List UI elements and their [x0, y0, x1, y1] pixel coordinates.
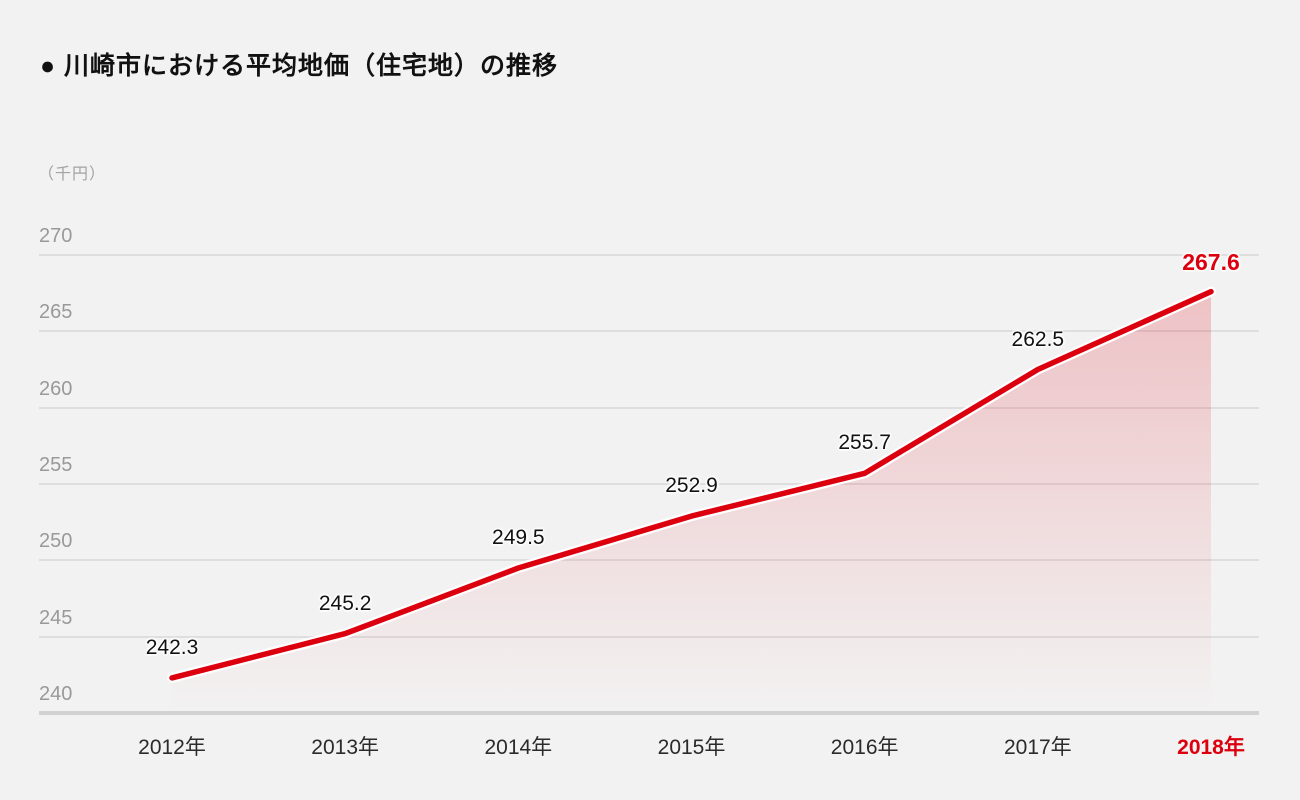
y-tick-label: 255: [39, 454, 73, 476]
chart-title: ● 川崎市における平均地価（住宅地）の推移: [40, 52, 559, 80]
x-tick-label: 2014年: [484, 736, 553, 759]
gridline: [39, 254, 1259, 256]
x-tick-label-highlight: 2018年: [1177, 736, 1245, 759]
y-tick-label: 270: [39, 225, 73, 247]
x-tick-label: 2017年: [1003, 736, 1072, 759]
data-label: 249.5: [492, 525, 545, 549]
gridline: [39, 330, 1259, 333]
y-tick-label: 250: [39, 530, 73, 553]
data-label: 262.5: [1011, 327, 1065, 351]
data-label: 252.9: [665, 474, 718, 498]
gridline: [39, 406, 1259, 409]
x-tick-label: 2013年: [311, 736, 380, 759]
gridline: [39, 483, 1259, 485]
data-label: 242.3: [145, 635, 199, 659]
trend-line: [169, 288, 1214, 681]
y-axis-unit-label: （千円）: [38, 166, 107, 183]
y-tick-label: 240: [39, 683, 73, 705]
data-label: 255.7: [838, 431, 891, 455]
y-tick-label: 265: [39, 301, 73, 324]
area-fill: [172, 291, 1211, 713]
y-tick-label: 245: [39, 606, 73, 629]
x-tick-label: 2016年: [830, 736, 899, 759]
data-label-highlight: 267.6: [1182, 248, 1240, 275]
x-tick-label: 2012年: [138, 736, 206, 759]
y-tick-label: 260: [39, 377, 73, 400]
x-tick-label: 2015年: [657, 736, 726, 759]
data-label: 245.2: [318, 591, 372, 615]
